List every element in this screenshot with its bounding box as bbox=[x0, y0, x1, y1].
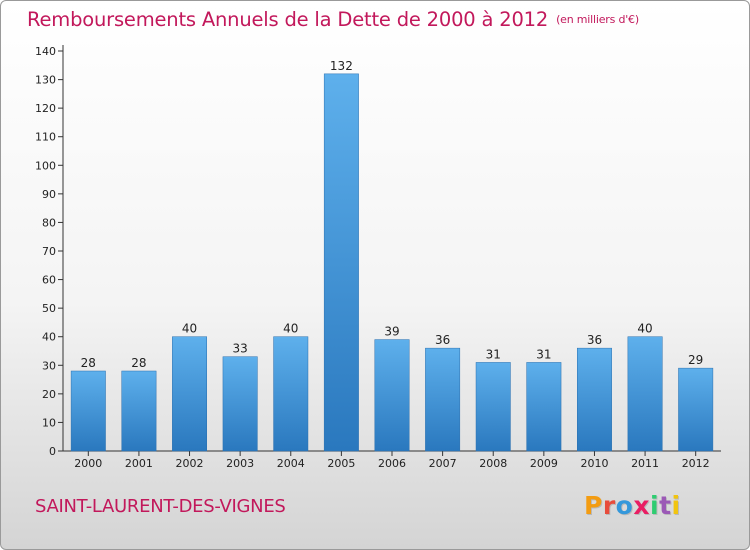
logo-letter: x bbox=[633, 491, 650, 520]
y-tick-label: 100 bbox=[35, 159, 56, 172]
x-tick-label: 2003 bbox=[226, 457, 254, 470]
y-tick-label: 130 bbox=[35, 74, 56, 87]
bar-value-label: 132 bbox=[330, 59, 353, 73]
unit-label: (en milliers d'€) bbox=[556, 13, 639, 26]
x-tick-label: 2006 bbox=[378, 457, 406, 470]
bar-value-label: 36 bbox=[587, 333, 602, 347]
x-tick-label: 2007 bbox=[429, 457, 457, 470]
bar bbox=[577, 347, 612, 452]
logo-letter: t bbox=[659, 491, 672, 520]
bar bbox=[374, 339, 410, 452]
proxiti-logo: Proxiti bbox=[584, 491, 681, 520]
bar bbox=[475, 362, 511, 452]
chart-title: Remboursements Annuels de la Dette de 20… bbox=[27, 8, 639, 31]
bar-value-label: 31 bbox=[486, 347, 501, 361]
y-tick-label: 40 bbox=[42, 331, 56, 344]
logo-letter: P bbox=[584, 491, 603, 520]
bar-value-label: 40 bbox=[637, 322, 652, 336]
x-tick-label: 2005 bbox=[327, 457, 355, 470]
bar-value-label: 39 bbox=[384, 325, 399, 339]
x-tick-label: 2009 bbox=[530, 457, 558, 470]
y-tick-label: 20 bbox=[42, 388, 56, 401]
logo-letter: i bbox=[650, 491, 660, 520]
x-tick-label: 2008 bbox=[479, 457, 507, 470]
y-tick-label: 80 bbox=[42, 216, 56, 229]
y-tick-label: 50 bbox=[42, 302, 56, 315]
y-tick-label: 60 bbox=[42, 274, 56, 287]
y-tick-label: 90 bbox=[42, 188, 56, 201]
commune-name: SAINT-LAURENT-DES-VIGNES bbox=[35, 496, 286, 517]
bar bbox=[222, 356, 258, 452]
y-tick-label: 0 bbox=[49, 445, 56, 458]
y-tick-label: 70 bbox=[42, 245, 56, 258]
bar-value-label: 40 bbox=[283, 322, 298, 336]
y-tick-label: 30 bbox=[42, 359, 56, 372]
x-tick-label: 2002 bbox=[176, 457, 204, 470]
logo-letter: r bbox=[602, 491, 616, 520]
bar bbox=[627, 336, 663, 452]
bar-value-label: 33 bbox=[233, 342, 248, 356]
y-tick-label: 120 bbox=[35, 102, 56, 115]
bar bbox=[323, 73, 359, 452]
bar bbox=[526, 362, 562, 452]
logo-letter: i bbox=[671, 491, 681, 520]
logo-letter: o bbox=[615, 491, 634, 520]
y-tick-label: 110 bbox=[35, 131, 56, 144]
bar bbox=[425, 347, 461, 452]
x-tick-label: 2001 bbox=[125, 457, 153, 470]
bar-value-label: 36 bbox=[435, 333, 450, 347]
bar-value-label: 31 bbox=[536, 347, 551, 361]
y-tick-label: 140 bbox=[35, 45, 56, 58]
bar-value-label: 29 bbox=[688, 353, 703, 367]
bar-value-label: 28 bbox=[131, 356, 146, 370]
bar bbox=[678, 367, 714, 452]
y-tick-label: 10 bbox=[42, 416, 56, 429]
bar bbox=[273, 336, 309, 452]
bar-value-label: 28 bbox=[81, 356, 96, 370]
bar bbox=[172, 336, 207, 452]
x-tick-label: 2011 bbox=[631, 457, 659, 470]
x-tick-label: 2012 bbox=[682, 457, 710, 470]
bar bbox=[121, 370, 157, 452]
bar bbox=[70, 370, 106, 452]
bar-value-label: 40 bbox=[182, 322, 197, 336]
x-tick-label: 2000 bbox=[74, 457, 102, 470]
x-tick-label: 2004 bbox=[277, 457, 305, 470]
x-tick-label: 2010 bbox=[580, 457, 608, 470]
